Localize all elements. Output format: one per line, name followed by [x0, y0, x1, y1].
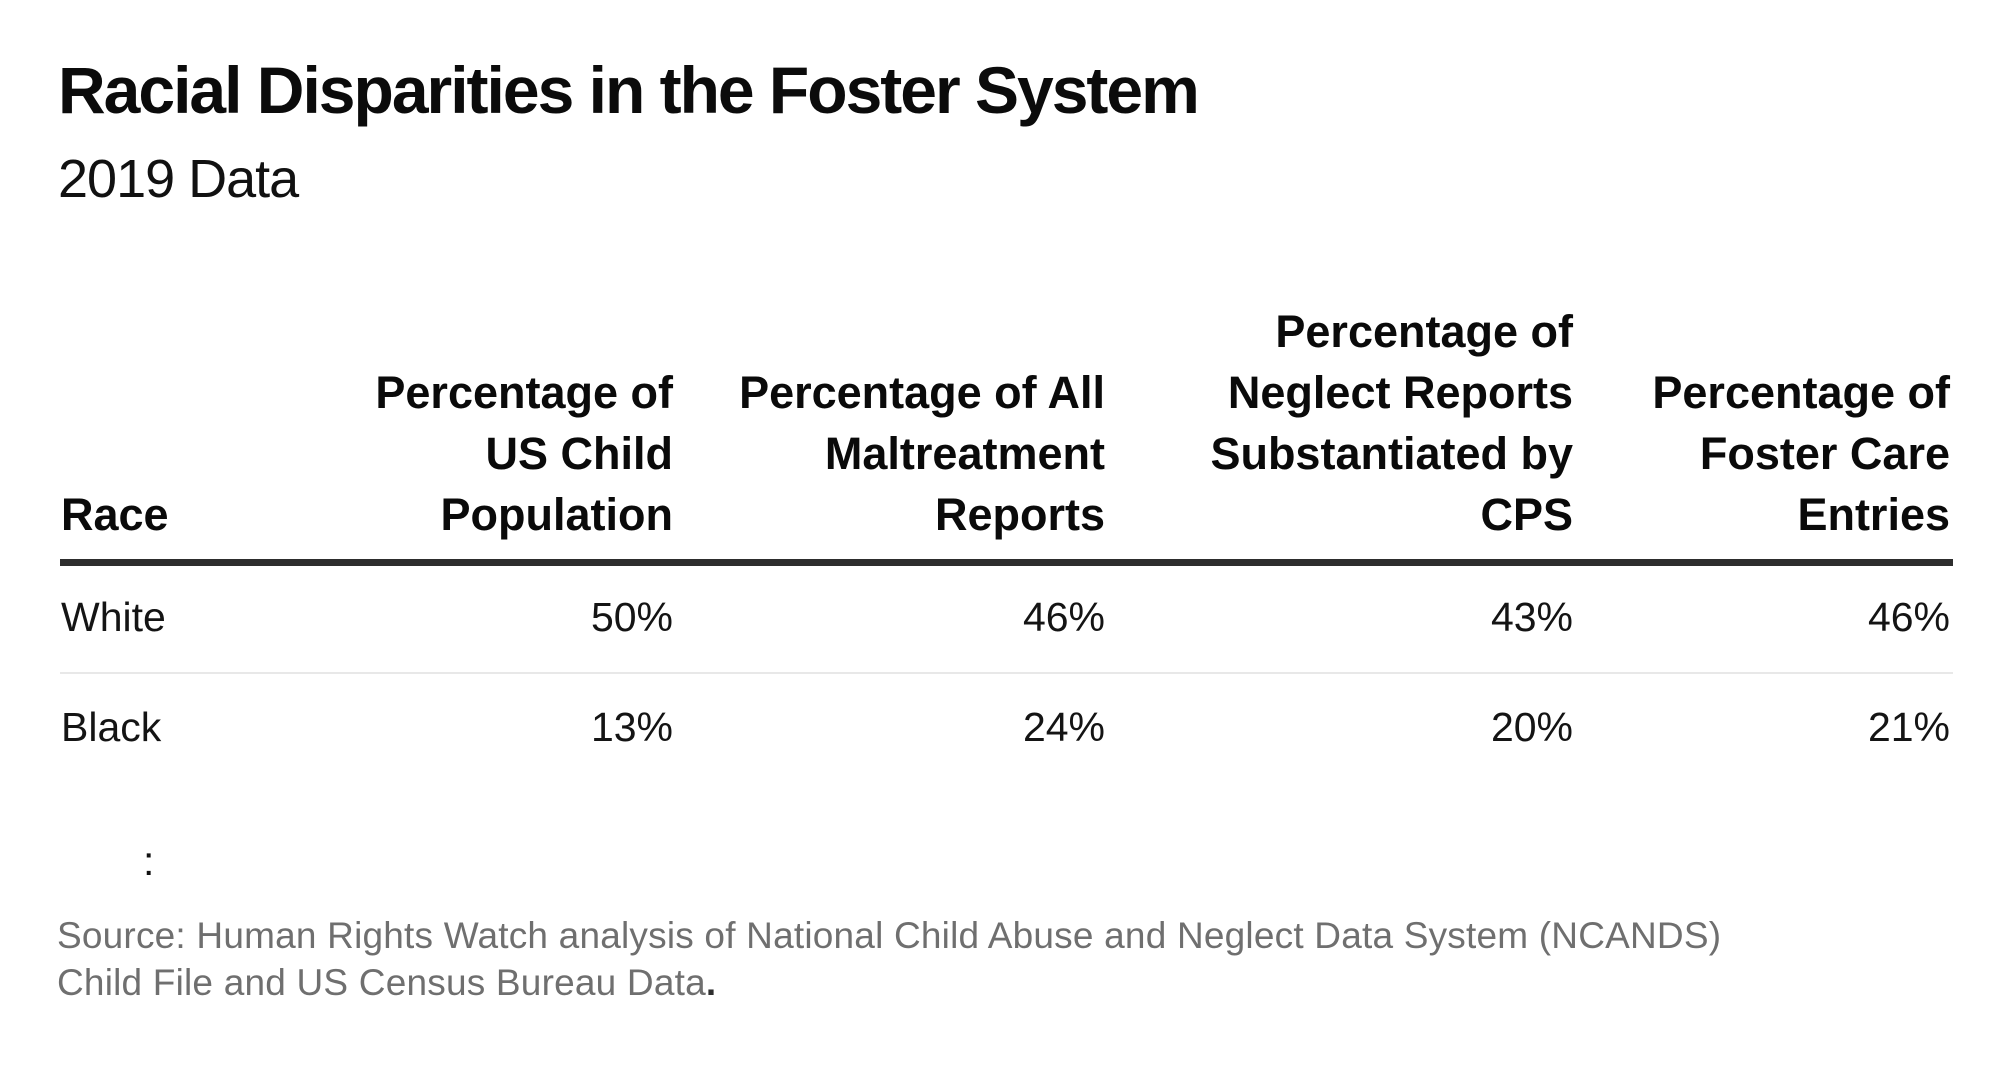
- table-cell: 50%: [360, 562, 709, 674]
- page-title: Racial Disparities in the Foster System: [58, 53, 1200, 127]
- table-body: White 50% 46% 43% 46% Black 13% 24% 20% …: [60, 562, 1953, 777]
- table-header-row: Race Percentage of US Child Population P…: [60, 301, 1953, 566]
- row-label: White: [60, 562, 360, 674]
- column-header-us-child-population: Percentage of US Child Population: [360, 301, 709, 566]
- note-colon: :: [143, 838, 155, 884]
- table-header: Race Percentage of US Child Population P…: [60, 301, 1953, 566]
- disparities-table: Race Percentage of US Child Population P…: [60, 301, 1953, 776]
- source-line-1: Source: Human Rights Watch analysis of N…: [57, 915, 1722, 956]
- table-cell: 20%: [1490, 704, 1573, 750]
- table-cell: 43%: [1164, 562, 1632, 674]
- source-line-2-text: Child File and US Census Bureau Data: [57, 962, 706, 1003]
- table-cell: 21%: [1867, 704, 1950, 750]
- column-header-race: Race: [60, 301, 360, 566]
- source-text: Source: Human Rights Watch analysis of N…: [57, 912, 1721, 1006]
- table-row-white: White 50% 46% 43% 46%: [60, 562, 1953, 674]
- table-cell: 24%: [1022, 704, 1105, 750]
- table-cell: 46%: [1632, 562, 1953, 674]
- column-header-neglect-substantiated-cps: Percentage of Neglect Reports Substantia…: [1164, 301, 1632, 566]
- row-label: Black: [61, 704, 162, 750]
- table-row-black: Black 13% 24% 20% 21%: [60, 673, 1953, 776]
- source-terminal-period: .: [705, 962, 717, 1003]
- column-header-maltreatment-reports: Percentage of All Maltreatment Reports: [709, 301, 1164, 566]
- table-cell: 46%: [709, 562, 1164, 674]
- column-header-foster-care-entries: Percentage of Foster Care Entries: [1632, 301, 1953, 566]
- table-cell: 13%: [590, 704, 673, 750]
- page-subtitle: 2019 Data: [58, 149, 299, 209]
- source-line-2: Child File and US Census Bureau Data.: [57, 959, 1721, 1006]
